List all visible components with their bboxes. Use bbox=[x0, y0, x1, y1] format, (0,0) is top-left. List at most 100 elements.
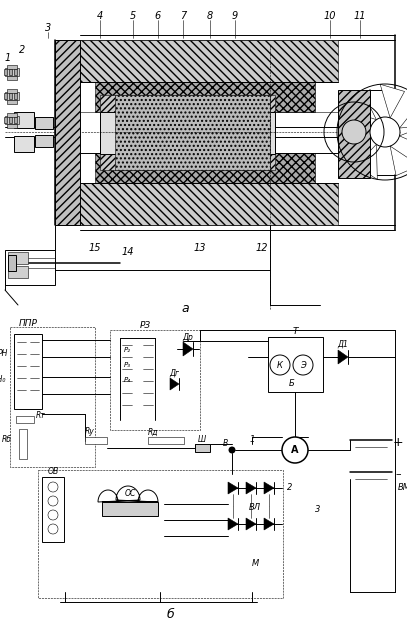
Text: Rб: Rб bbox=[2, 435, 12, 444]
Polygon shape bbox=[228, 482, 238, 494]
Text: 13: 13 bbox=[194, 243, 206, 253]
Text: 8: 8 bbox=[207, 11, 213, 21]
Bar bbox=[8, 255, 16, 271]
Circle shape bbox=[342, 120, 366, 144]
Text: 2: 2 bbox=[287, 483, 293, 492]
Bar bbox=[220, 132, 275, 170]
Text: В: В bbox=[222, 440, 228, 449]
Text: М: М bbox=[252, 560, 258, 569]
Text: ОС: ОС bbox=[124, 490, 136, 499]
Polygon shape bbox=[98, 486, 158, 502]
Bar bbox=[100, 132, 155, 170]
Bar bbox=[0, 317, 407, 641]
Bar bbox=[4, 93, 7, 99]
Bar bbox=[0, 0, 407, 315]
Text: 1: 1 bbox=[249, 435, 255, 444]
Polygon shape bbox=[380, 84, 405, 118]
Text: РН: РН bbox=[0, 349, 8, 358]
Bar bbox=[100, 112, 275, 154]
Text: Р₃: Р₃ bbox=[123, 362, 131, 368]
Text: РЗ: РЗ bbox=[140, 322, 151, 331]
Text: Ш: Ш bbox=[198, 435, 206, 444]
Polygon shape bbox=[246, 482, 256, 494]
Bar bbox=[35, 135, 53, 147]
Text: 1: 1 bbox=[5, 53, 11, 63]
Bar bbox=[5, 68, 19, 76]
Text: Р₄: Р₄ bbox=[123, 377, 131, 383]
Bar bbox=[7, 113, 17, 117]
Bar bbox=[9, 69, 12, 75]
Circle shape bbox=[282, 437, 308, 463]
Bar bbox=[338, 90, 370, 178]
Text: 5: 5 bbox=[130, 11, 136, 21]
Text: Э: Э bbox=[300, 360, 306, 369]
Text: 12: 12 bbox=[256, 243, 268, 253]
Bar bbox=[195, 444, 210, 452]
Text: 10: 10 bbox=[324, 11, 336, 21]
Polygon shape bbox=[340, 128, 370, 153]
Polygon shape bbox=[390, 146, 407, 176]
Text: Rт: Rт bbox=[36, 412, 46, 420]
Bar bbox=[9, 93, 12, 99]
Text: Ry: Ry bbox=[85, 428, 95, 437]
Text: ППР: ППР bbox=[19, 319, 37, 328]
Text: –: – bbox=[395, 469, 401, 479]
Text: 6: 6 bbox=[155, 11, 161, 21]
Text: 14: 14 bbox=[122, 247, 134, 257]
Text: 7: 7 bbox=[180, 11, 186, 21]
Bar bbox=[38, 470, 283, 598]
Text: Rд: Rд bbox=[148, 428, 158, 437]
Text: A: A bbox=[291, 445, 299, 455]
Text: ВЛ: ВЛ bbox=[249, 503, 261, 512]
Bar bbox=[115, 95, 270, 170]
Bar bbox=[110, 330, 200, 430]
Bar bbox=[16, 416, 34, 423]
Text: К: К bbox=[277, 360, 283, 369]
Bar bbox=[14, 93, 17, 99]
Bar bbox=[95, 82, 315, 112]
Polygon shape bbox=[170, 378, 179, 390]
Bar bbox=[160, 132, 215, 170]
Text: Дг: Дг bbox=[169, 369, 179, 378]
Text: +: + bbox=[393, 435, 403, 449]
Text: 2: 2 bbox=[19, 45, 25, 55]
Bar bbox=[42, 477, 64, 542]
Text: Д1: Д1 bbox=[337, 340, 348, 349]
Text: ВМ: ВМ bbox=[398, 483, 407, 492]
Bar bbox=[7, 89, 17, 93]
Text: а: а bbox=[181, 301, 189, 315]
Bar bbox=[14, 334, 42, 409]
Text: Р₂: Р₂ bbox=[123, 347, 131, 353]
Text: 3: 3 bbox=[315, 506, 321, 515]
Bar bbox=[7, 100, 17, 104]
Polygon shape bbox=[228, 518, 238, 530]
Bar bbox=[7, 124, 17, 128]
Polygon shape bbox=[400, 123, 407, 148]
Bar bbox=[100, 95, 155, 133]
Polygon shape bbox=[183, 342, 193, 356]
Text: Б: Б bbox=[289, 378, 295, 388]
Text: 4: 4 bbox=[97, 11, 103, 21]
Bar bbox=[160, 95, 215, 133]
Circle shape bbox=[229, 447, 235, 453]
Bar bbox=[85, 437, 107, 444]
Polygon shape bbox=[343, 93, 376, 120]
Bar bbox=[148, 437, 184, 444]
Bar bbox=[4, 117, 7, 123]
Bar bbox=[14, 69, 17, 75]
Text: 3: 3 bbox=[45, 23, 51, 33]
Text: 15: 15 bbox=[89, 243, 101, 253]
Bar bbox=[7, 65, 17, 69]
Bar bbox=[14, 117, 17, 123]
Polygon shape bbox=[356, 144, 377, 179]
Bar bbox=[8, 252, 28, 264]
Polygon shape bbox=[264, 518, 274, 530]
Bar bbox=[8, 266, 28, 278]
Polygon shape bbox=[264, 482, 274, 494]
Bar bbox=[7, 76, 17, 80]
Polygon shape bbox=[338, 350, 348, 364]
Bar bbox=[14, 112, 34, 128]
Bar bbox=[80, 40, 338, 82]
Bar bbox=[95, 153, 315, 183]
Bar bbox=[102, 502, 158, 516]
